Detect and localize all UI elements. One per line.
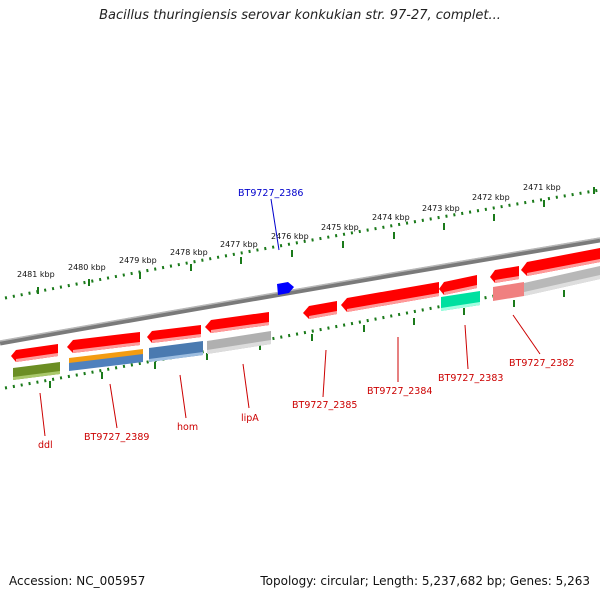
lower-scale-ticks xyxy=(49,290,565,388)
gene-bt2389-red[interactable] xyxy=(67,332,140,353)
kbp-label: 2476 kbp xyxy=(271,232,309,241)
kbp-label: 2474 kbp xyxy=(372,213,410,222)
gene-label-bt2382: BT9727_2382 xyxy=(509,358,574,369)
kbp-label: 2475 kbp xyxy=(321,223,359,232)
kbp-label: 2473 kbp xyxy=(422,204,460,213)
gene-label-ddl: ddl xyxy=(38,440,53,451)
genome-summary-text: Topology: circular; Length: 5,237,682 bp… xyxy=(260,574,590,588)
label-leaders xyxy=(39,314,541,437)
kbp-label: 2478 kbp xyxy=(170,248,208,257)
accession-text: Accession: NC_005957 xyxy=(9,574,146,588)
gene-label-bt2383: BT9727_2383 xyxy=(438,373,503,384)
gene-label-bt2386: BT9727_2386 xyxy=(238,188,303,199)
gene-label-bt2385: BT9727_2385 xyxy=(292,400,357,411)
gene-bt2386[interactable] xyxy=(277,282,294,295)
genome-backbone xyxy=(0,237,600,346)
kbp-label: 2480 kbp xyxy=(68,263,106,272)
kbp-label: 2479 kbp xyxy=(119,256,157,265)
gene-label-hom: hom xyxy=(177,422,198,433)
kbp-label: 2477 kbp xyxy=(220,240,258,249)
gene-edge-red[interactable] xyxy=(521,248,600,276)
upper-scale-ticks xyxy=(37,187,595,294)
gene-bt2384-red[interactable] xyxy=(341,282,439,312)
upper-scale-dots xyxy=(4,188,600,300)
kbp-label: 2471 kbp xyxy=(523,183,561,192)
gene-label-bt2384: BT9727_2384 xyxy=(367,386,432,397)
kbp-label: 2481 kbp xyxy=(17,270,55,279)
map-title: Bacillus thuringiensis serovar konkukian… xyxy=(99,8,501,23)
gene-label-lipA: lipA xyxy=(241,413,259,424)
kbp-label: 2472 kbp xyxy=(472,193,510,202)
label-leader-bt2386 xyxy=(270,198,280,251)
gene-label-bt2389: BT9727_2389 xyxy=(84,432,149,443)
gene-bt2382-track[interactable] xyxy=(493,282,524,301)
gene-lipA-red[interactable] xyxy=(205,312,269,333)
